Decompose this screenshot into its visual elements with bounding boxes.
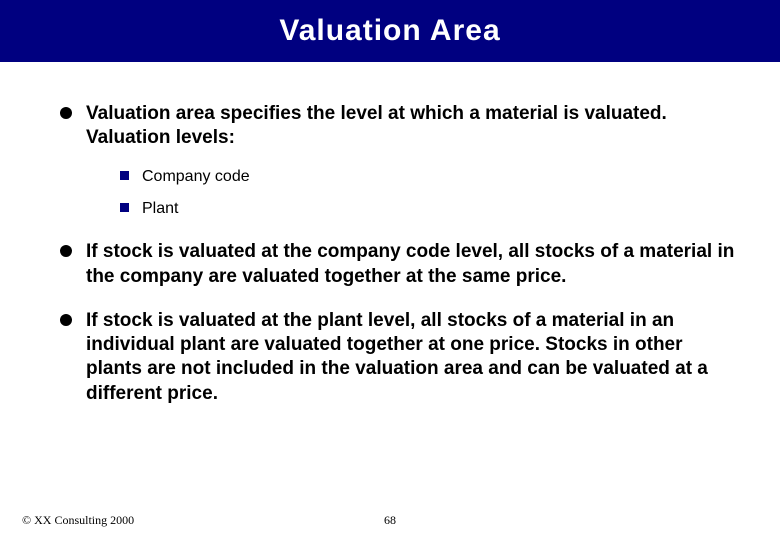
slide-content: Valuation area specifies the level at wh…	[0, 62, 780, 406]
bullet-item: If stock is valuated at the plant level,…	[60, 309, 740, 406]
bullet-item: If stock is valuated at the company code…	[60, 240, 740, 289]
slide-title: Valuation Area	[279, 14, 500, 48]
title-bar: Valuation Area	[0, 0, 780, 62]
bullet-list-level1: Valuation area specifies the level at wh…	[40, 102, 740, 406]
bullet-text: If stock is valuated at the plant level,…	[86, 310, 708, 404]
sub-bullet-text: Plant	[142, 200, 178, 217]
bullet-item: Valuation area specifies the level at wh…	[60, 102, 740, 220]
sub-bullet-item: Company code	[120, 167, 740, 188]
bullet-text: Valuation area specifies the level at wh…	[86, 103, 667, 148]
bullet-text: If stock is valuated at the company code…	[86, 241, 734, 286]
sub-bullet-text: Company code	[142, 168, 250, 185]
bullet-list-level2: Company code Plant	[86, 167, 740, 221]
sub-bullet-item: Plant	[120, 199, 740, 220]
slide: Valuation Area Valuation area specifies …	[0, 0, 780, 540]
footer-page-number: 68	[0, 513, 780, 528]
